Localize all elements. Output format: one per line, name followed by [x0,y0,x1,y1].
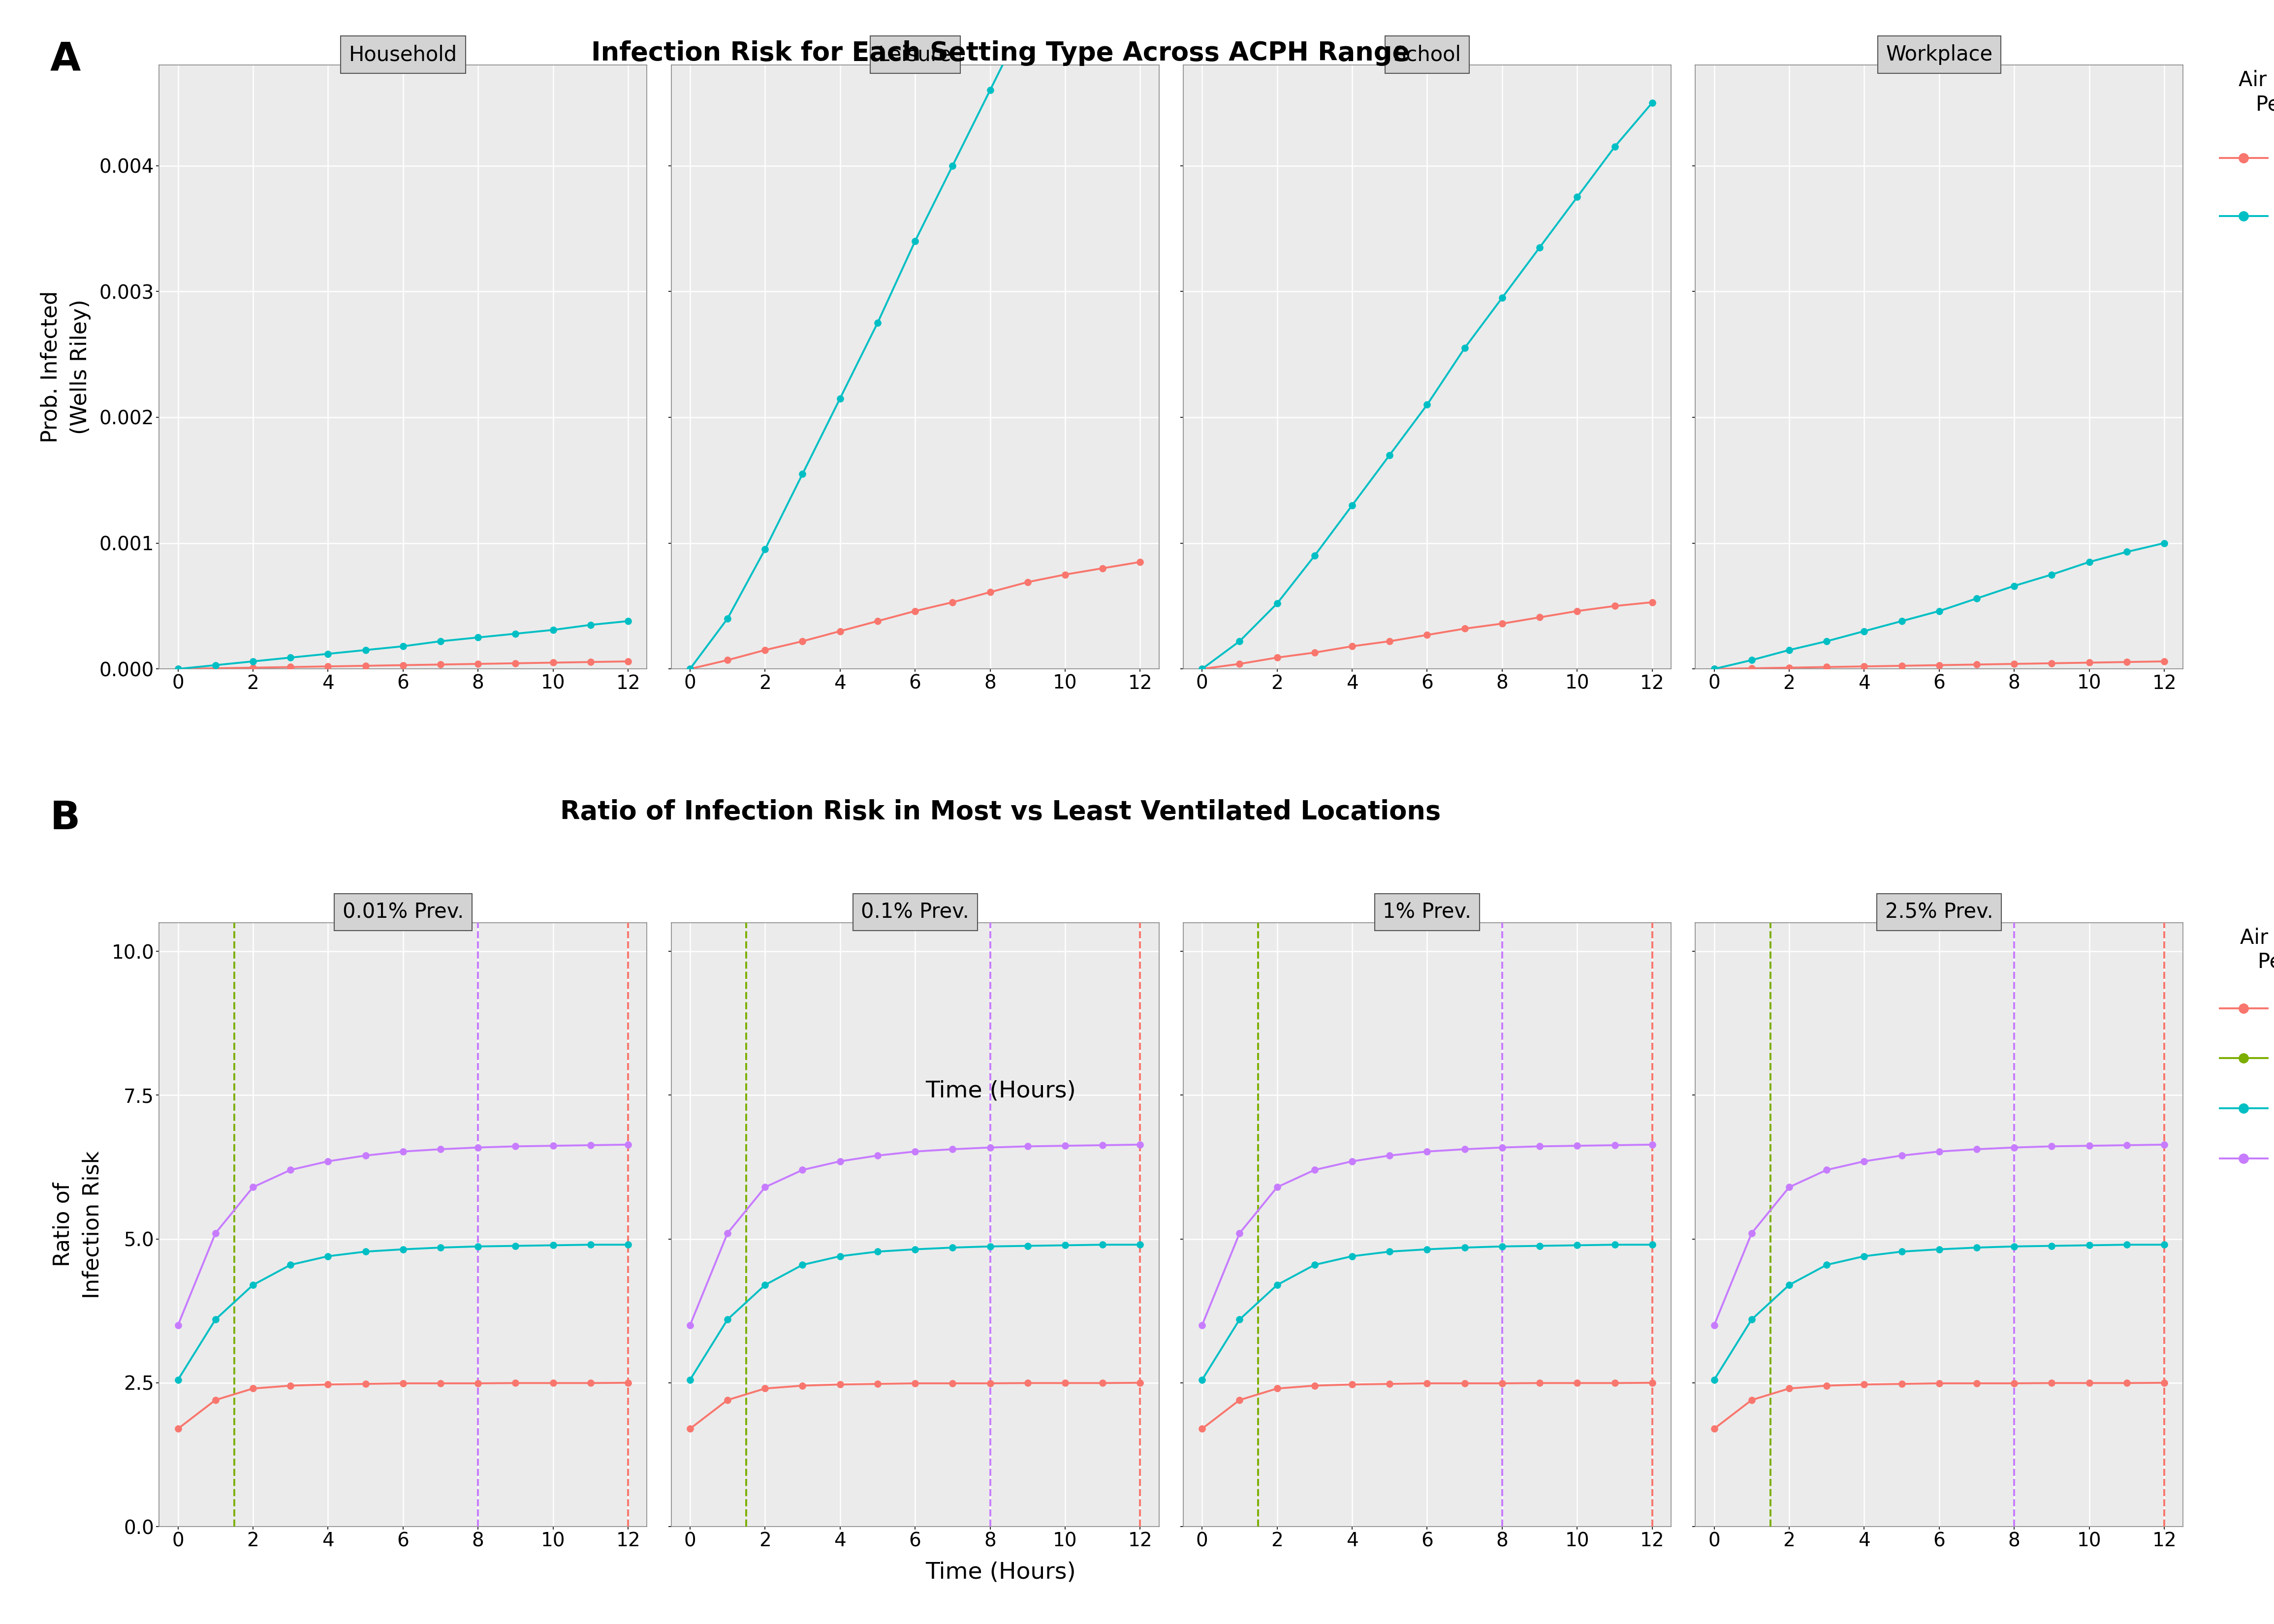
Title: Household: Household [348,44,457,65]
Legend: ACPH Max, ACPH Min: ACPH Max, ACPH Min [2213,62,2274,239]
Title: 1% Prev.: 1% Prev. [1383,901,1471,922]
Y-axis label: Ratio of
Infection Risk: Ratio of Infection Risk [52,1151,102,1299]
Legend: Household, Leisure, School, Workplace: Household, Leisure, School, Workplace [2213,921,2274,1181]
Text: Time (Hours): Time (Hours) [926,1561,1076,1583]
Title: Workplace: Workplace [1885,44,1992,65]
Title: Leisure: Leisure [878,44,953,65]
Text: Ratio of Infection Risk in Most vs Least Ventilated Locations: Ratio of Infection Risk in Most vs Least… [559,799,1442,825]
Title: 2.5% Prev.: 2.5% Prev. [1885,901,1994,922]
Text: Time (Hours): Time (Hours) [926,1080,1076,1103]
Text: Infection Risk for Each Setting Type Across ACPH Range: Infection Risk for Each Setting Type Acr… [591,41,1410,67]
Text: A: A [50,41,80,80]
Title: 0.1% Prev.: 0.1% Prev. [862,901,969,922]
Title: School: School [1394,44,1462,65]
Title: 0.01% Prev.: 0.01% Prev. [343,901,464,922]
Y-axis label: Prob. Infected
(Wells Riley): Prob. Infected (Wells Riley) [41,291,91,443]
Text: B: B [50,799,80,838]
